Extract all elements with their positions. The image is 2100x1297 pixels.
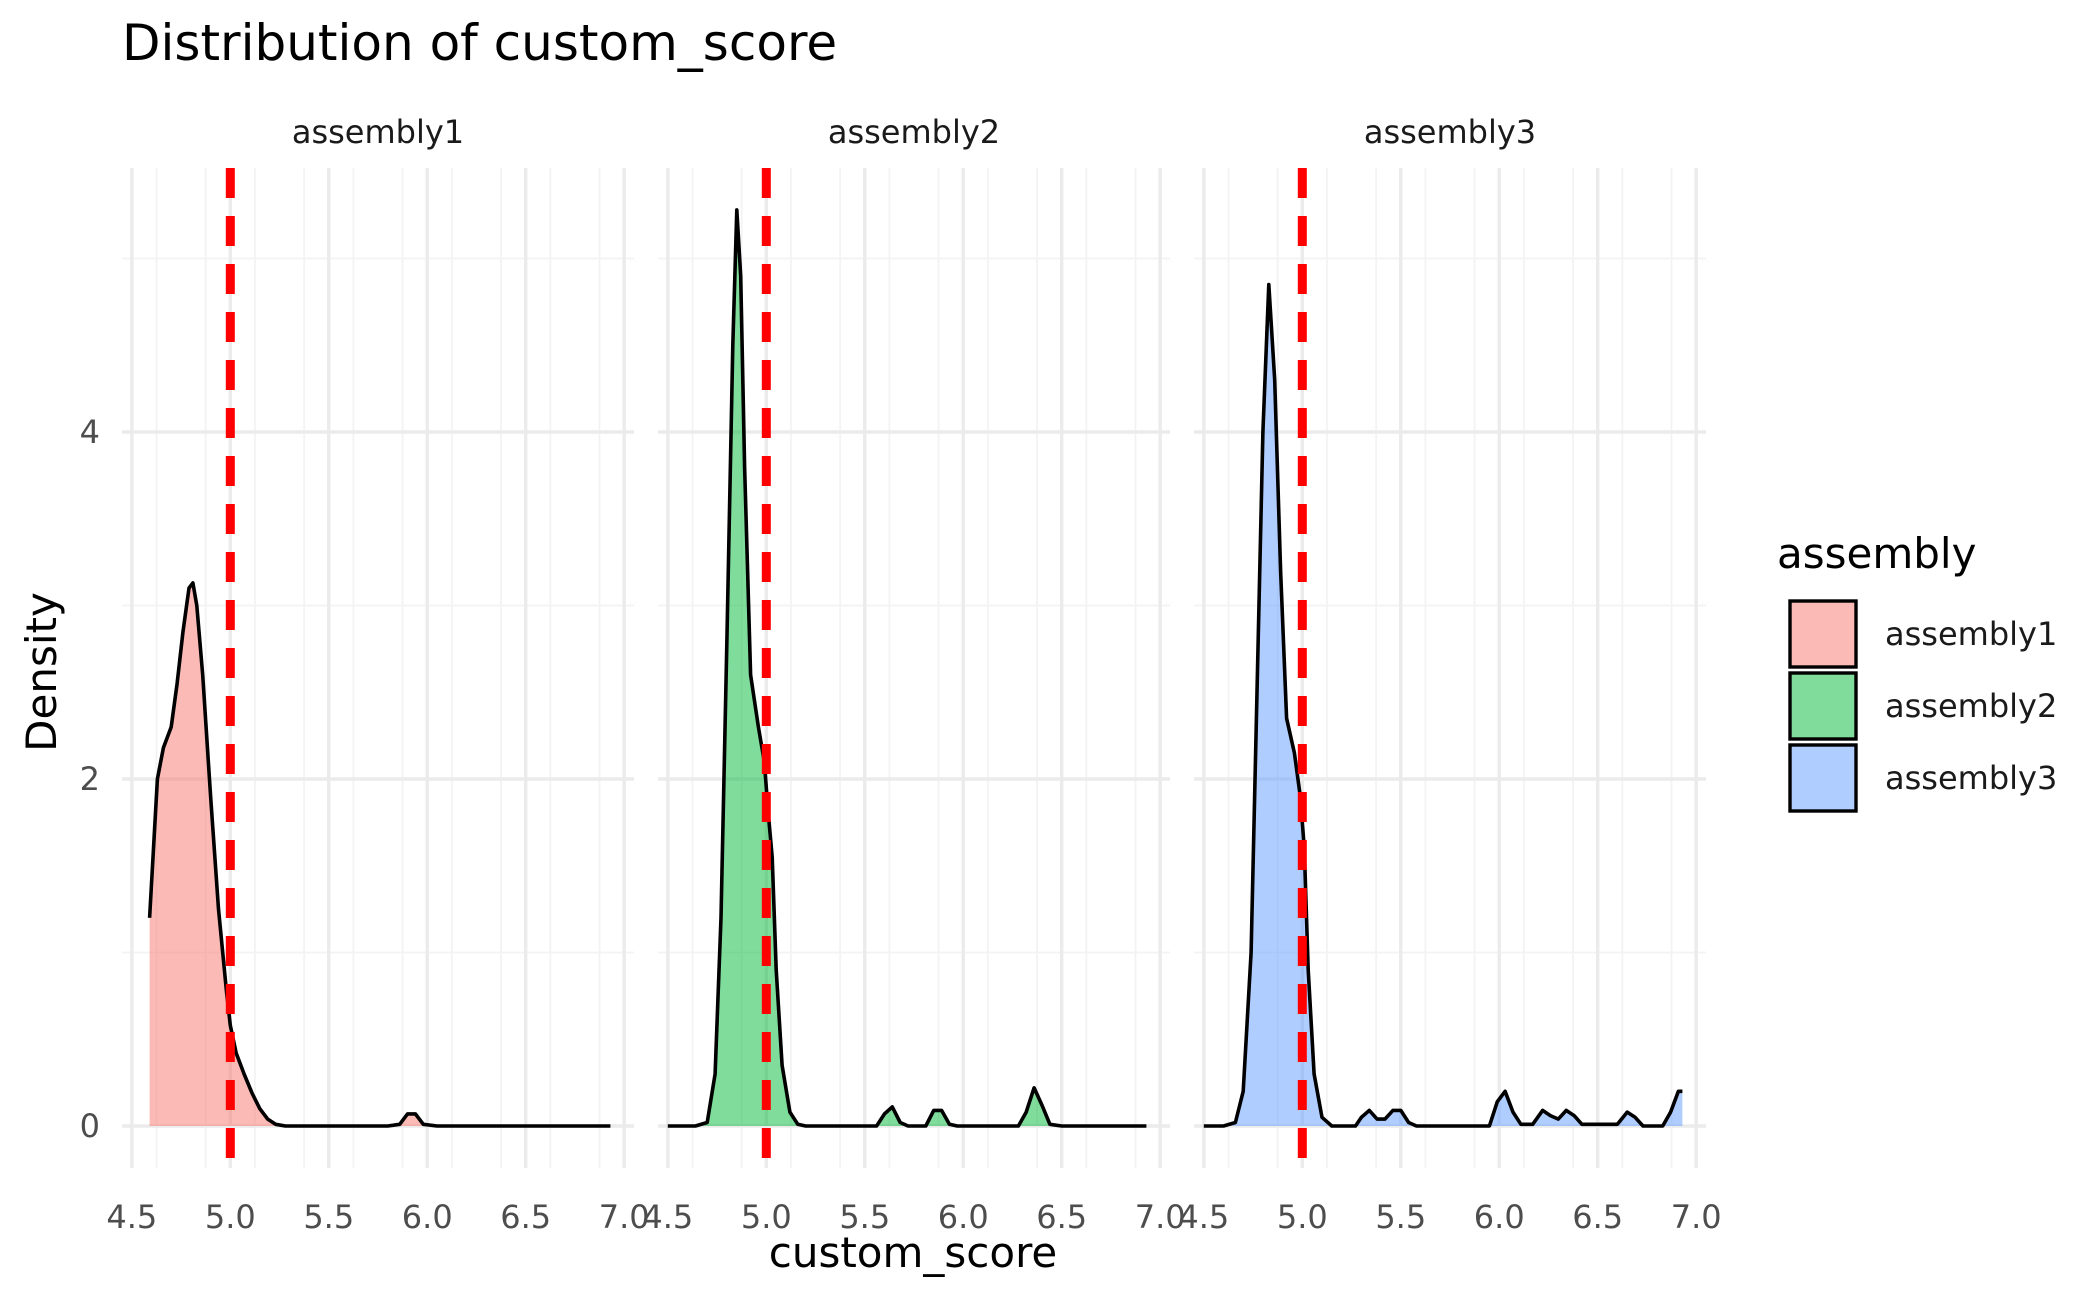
chart-title: Distribution of custom_score (122, 14, 837, 72)
legend-label: assembly3 (1885, 759, 2057, 797)
x-tick-label: 5.0 (741, 1198, 792, 1236)
density-area-assembly3 (1203, 284, 1683, 1126)
x-tick-label: 5.5 (839, 1198, 890, 1236)
x-tick-label: 6.5 (1036, 1198, 1087, 1236)
legend-item-assembly1: assembly1 (1788, 599, 2057, 669)
facet-strip-label: assembly3 (1364, 113, 1536, 151)
x-tick-label: 7.0 (1671, 1198, 1722, 1236)
x-tick-label: 5.5 (303, 1198, 354, 1236)
legend-label: assembly2 (1885, 687, 2057, 725)
x-tick-label: 4.5 (1178, 1198, 1229, 1236)
legend-swatch (1788, 743, 1858, 813)
x-tick-label: 5.0 (205, 1198, 256, 1236)
x-tick-label: 5.0 (1277, 1198, 1328, 1236)
x-tick-label: 6.5 (500, 1198, 551, 1236)
panel-assembly3: assembly3 4.5 5.0 5.5 6.0 6.5 7.0 (1178, 113, 1721, 1236)
y-tick-label: 0 (80, 1107, 100, 1145)
x-tick-label: 6.0 (402, 1198, 453, 1236)
x-tick-label: 4.5 (642, 1198, 693, 1236)
facet-panels: assembly1 4.5 5.0 5.5 6.0 6.5 7.0 assembly2 4.5 5… (106, 113, 1721, 1236)
minor-gridlines (1194, 168, 1706, 1168)
x-tick-label: 6.0 (938, 1198, 989, 1236)
density-curve-assembly3 (1203, 282, 1683, 1128)
y-tick-label: 2 (80, 760, 100, 798)
major-gridlines (1194, 168, 1706, 1168)
legend-item-assembly3: assembly3 (1788, 743, 2057, 813)
facet-strip-label: assembly2 (828, 113, 1000, 151)
legend-swatch (1788, 671, 1858, 741)
legend-item-assembly2: assembly2 (1788, 671, 2057, 741)
legend-swatch (1788, 599, 1858, 669)
x-tick-label: 7.0 (1135, 1198, 1186, 1236)
panel-assembly1: assembly1 4.5 5.0 5.5 6.0 6.5 7.0 (106, 113, 649, 1236)
x-tick-label: 4.5 (106, 1198, 157, 1236)
y-axis-title: Density (17, 592, 66, 752)
y-axis: 0 2 4 (80, 413, 100, 1145)
density-area-assembly2 (667, 209, 1147, 1126)
legend: assembly assembly1 assembly2 assembly3 (1777, 529, 2057, 813)
x-tick-label: 6.0 (1474, 1198, 1525, 1236)
density-area-assembly1 (149, 582, 611, 1126)
density-curve-assembly2 (667, 208, 1147, 1128)
x-tick-label: 6.5 (1572, 1198, 1623, 1236)
panel-assembly2: assembly2 4.5 5.0 5.5 6.0 6.5 7.0 (642, 113, 1185, 1236)
x-tick-label: 7.0 (599, 1198, 650, 1236)
legend-label: assembly1 (1885, 615, 2057, 653)
x-axis-title: custom_score (769, 1228, 1058, 1277)
y-tick-label: 4 (80, 413, 100, 451)
density-curve-assembly1 (147, 581, 611, 1128)
facet-strip-label: assembly1 (292, 113, 464, 151)
x-tick-label: 5.5 (1375, 1198, 1426, 1236)
legend-title: assembly (1777, 529, 1976, 578)
